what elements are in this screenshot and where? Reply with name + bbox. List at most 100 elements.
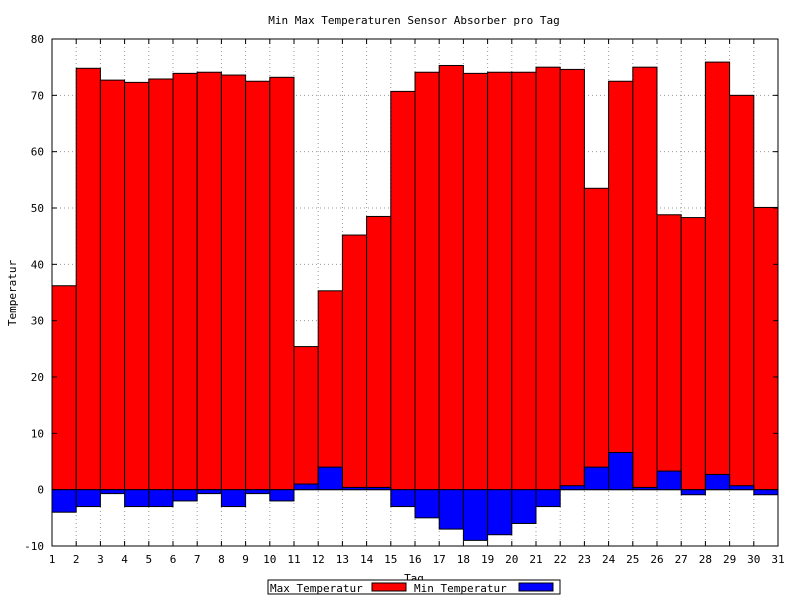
max-temperature-bar <box>317 290 343 491</box>
max-temperature-bar <box>632 66 658 491</box>
x-tick-label: 5 <box>145 553 152 566</box>
legend: Max Temperatur Min Temperatur <box>267 579 561 595</box>
max-temperature-bar <box>196 71 222 491</box>
x-tick-label: 24 <box>602 553 616 566</box>
min-temperature-bar <box>293 483 319 491</box>
max-temperature-bar <box>51 285 77 491</box>
x-tick-label: 7 <box>194 553 201 566</box>
y-tick-label: 60 <box>31 146 44 159</box>
min-temperature-bar <box>148 489 174 508</box>
max-temperature-bar <box>729 94 755 491</box>
min-temperature-bar <box>583 466 610 491</box>
min-temperature-bar <box>220 489 247 508</box>
legend-label-min: Min Temperatur <box>414 582 507 595</box>
min-temperature-bar <box>704 473 731 491</box>
min-temperature-bar <box>535 489 561 508</box>
x-tick-label: 31 <box>771 553 784 566</box>
x-tick-label: 8 <box>218 553 225 566</box>
max-temperature-bar <box>583 187 610 491</box>
min-temperature-bar <box>172 489 198 502</box>
max-temperature-bar <box>535 66 561 491</box>
x-tick-label: 4 <box>121 553 128 566</box>
y-axis-label: Temperatur <box>6 260 19 327</box>
x-tick-label: 13 <box>336 553 349 566</box>
max-temperature-bar <box>559 68 585 491</box>
x-tick-label: 1 <box>49 553 56 566</box>
max-temperature-bar <box>148 78 174 491</box>
min-temperature-bar <box>124 489 150 508</box>
max-temperature-bar <box>124 81 150 491</box>
min-temperature-bar <box>632 486 658 491</box>
min-temperature-bar <box>511 489 537 524</box>
y-tick-label: 40 <box>31 258 44 271</box>
min-temperature-bar <box>317 466 343 491</box>
legend-label-max: Max Temperatur <box>270 582 363 595</box>
x-tick-label: 2 <box>73 553 80 566</box>
max-temperature-bar <box>269 76 295 491</box>
max-temperature-bar <box>680 217 706 491</box>
min-temperature-bars <box>51 451 779 541</box>
max-temperature-bar <box>462 72 489 491</box>
y-axis-ticks: -10 0 10 20 30 40 50 60 70 80 <box>24 33 778 553</box>
x-tick-label: 9 <box>242 553 249 566</box>
x-tick-label: 15 <box>384 553 397 566</box>
min-temperature-bar <box>462 489 489 541</box>
x-tick-label: 12 <box>312 553 325 566</box>
max-temperature-bar <box>487 71 513 491</box>
max-temperature-bar <box>511 71 537 491</box>
min-temperature-bar <box>99 489 126 495</box>
x-tick-label: 27 <box>675 553 688 566</box>
max-temperature-bar <box>656 214 682 491</box>
y-tick-label: 80 <box>31 33 44 46</box>
max-temperature-bar <box>293 346 319 491</box>
max-temperature-bar <box>220 74 247 491</box>
x-tick-label: 23 <box>578 553 591 566</box>
min-temperature-bar <box>196 489 222 495</box>
legend-swatch-min <box>518 582 554 592</box>
max-temperature-bar <box>341 234 368 491</box>
min-temperature-bar <box>75 489 101 508</box>
min-temperature-bar <box>559 485 585 491</box>
max-temperature-bar <box>753 206 779 491</box>
x-tick-label: 6 <box>170 553 177 566</box>
x-tick-label: 28 <box>699 553 712 566</box>
min-temperature-bar <box>269 489 295 502</box>
x-tick-label: 14 <box>360 553 374 566</box>
x-tick-label: 18 <box>457 553 470 566</box>
max-temperature-bar <box>414 71 440 491</box>
min-temperature-bar <box>51 489 77 513</box>
max-temperature-bar <box>99 79 126 491</box>
min-temperature-bar <box>366 486 392 491</box>
max-temperature-bar <box>172 72 198 491</box>
y-tick-label: 20 <box>31 371 44 384</box>
y-tick-label: 70 <box>31 89 44 102</box>
x-tick-label: 25 <box>626 553 639 566</box>
min-temperature-bar <box>753 489 779 496</box>
x-tick-label: 17 <box>433 553 446 566</box>
x-tick-label: 21 <box>529 553 542 566</box>
x-tick-label: 11 <box>287 553 300 566</box>
legend-box <box>267 579 561 595</box>
y-tick-label: 10 <box>31 427 44 440</box>
x-tick-label: 26 <box>650 553 663 566</box>
min-temperature-bar <box>656 470 682 491</box>
min-temperature-bar <box>608 451 634 491</box>
max-temperature-bar <box>390 90 416 491</box>
y-tick-label: -10 <box>24 540 44 553</box>
y-tick-label: 50 <box>31 202 44 215</box>
max-temperature-bar <box>75 67 101 491</box>
x-tick-label: 22 <box>554 553 567 566</box>
y-tick-label: 30 <box>31 315 44 328</box>
min-temperature-bar <box>341 486 368 491</box>
max-temperature-bars <box>51 61 779 491</box>
x-tick-label: 19 <box>481 553 494 566</box>
max-temperature-bar <box>438 64 464 491</box>
min-temperature-bar <box>487 489 513 536</box>
legend-swatch-max <box>371 582 407 592</box>
x-tick-label: 10 <box>263 553 276 566</box>
min-temperature-bar <box>245 489 271 495</box>
max-temperature-bar <box>704 61 731 491</box>
x-axis-ticks: 1 2 3 4 5 6 7 8 9 10 11 12 13 14 15 16 17 18 19 20 21 22 23 24 2… <box>49 39 785 566</box>
x-tick-label: 3 <box>97 553 104 566</box>
